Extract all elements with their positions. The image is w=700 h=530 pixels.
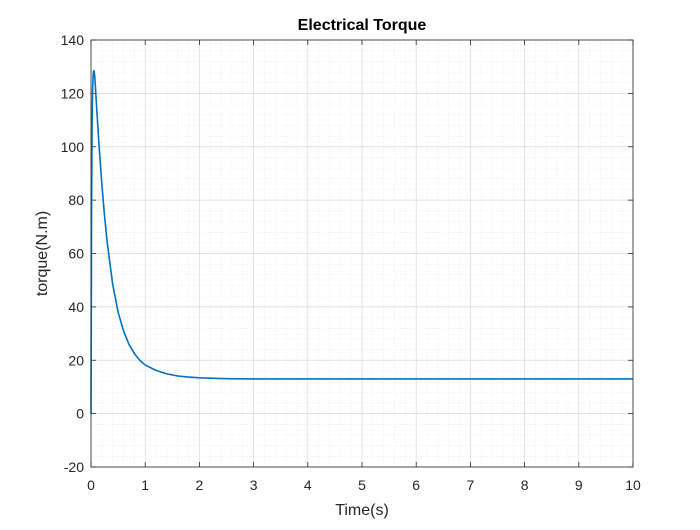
- x-tick-label: 10: [625, 477, 641, 493]
- x-tick-label: 9: [575, 477, 583, 493]
- x-tick-label: 3: [250, 477, 258, 493]
- y-axis-label: torque(N.m): [34, 211, 51, 296]
- y-tick-label: 40: [68, 299, 84, 315]
- x-tick-label: 2: [196, 477, 204, 493]
- series-line: [90, 69, 633, 414]
- x-tick-label: 1: [141, 477, 149, 493]
- x-tick-label: 0: [87, 477, 95, 493]
- y-tick-label: 0: [76, 406, 84, 422]
- y-tick-label: 120: [61, 85, 85, 101]
- y-tick-label: 100: [61, 139, 85, 155]
- x-axis-label: Time(s): [335, 502, 389, 519]
- x-tick-label: 5: [358, 477, 366, 493]
- y-tick-label: 20: [68, 352, 84, 368]
- x-tick-label: 6: [412, 477, 420, 493]
- x-tick-label: 4: [304, 477, 312, 493]
- y-tick-label: -20: [64, 459, 84, 475]
- y-tick-label: 140: [61, 32, 85, 48]
- chart-title: Electrical Torque: [298, 17, 427, 34]
- y-tick-label: 80: [68, 192, 84, 208]
- plot-area: [90, 39, 634, 468]
- y-tick-label: 60: [68, 246, 84, 262]
- x-tick-label: 7: [467, 477, 475, 493]
- x-tick-label: 8: [521, 477, 529, 493]
